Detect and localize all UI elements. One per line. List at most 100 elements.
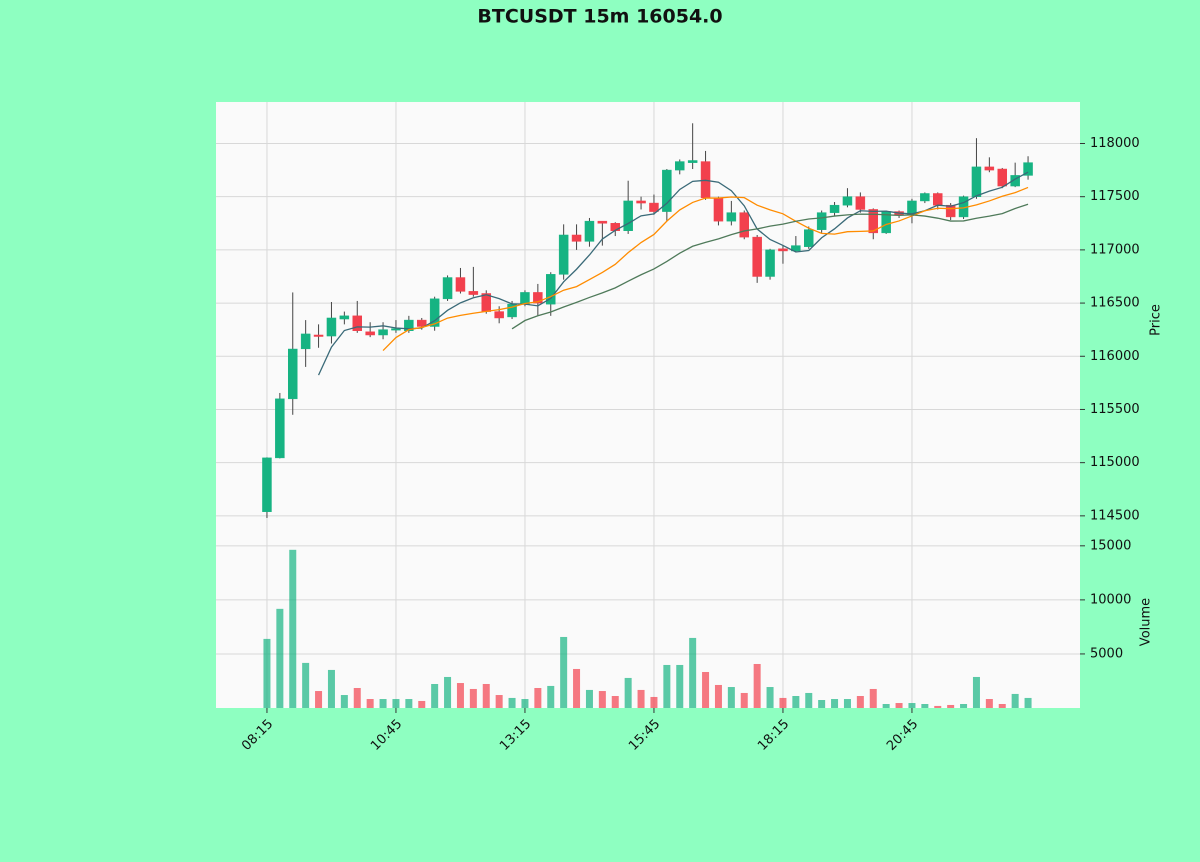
volume-bar <box>1024 697 1032 708</box>
volume-bar <box>482 683 490 708</box>
volume-bar <box>779 697 787 708</box>
volume-bar <box>805 692 813 708</box>
candle-body <box>1010 175 1020 187</box>
candle-body <box>739 212 750 238</box>
candle-body <box>597 220 608 224</box>
volume-bar <box>650 696 658 708</box>
volume-bar <box>624 677 632 708</box>
volume-bar <box>418 700 426 708</box>
candle-body <box>533 292 543 304</box>
candle-body <box>275 398 285 459</box>
y-tick-label: 5000 <box>1090 646 1123 661</box>
candle-body <box>971 166 982 197</box>
candle-body <box>584 220 595 242</box>
volume-axis-label: Volume <box>1139 598 1154 646</box>
y-tick-label: 118000 <box>1090 136 1140 151</box>
candle-body <box>778 248 788 252</box>
volume-bar <box>611 695 619 708</box>
volume-bar <box>895 703 903 708</box>
candle-body <box>339 315 350 320</box>
x-tick-label: 13:15 <box>497 717 534 754</box>
volume-bar <box>663 664 671 708</box>
candle-body <box>997 168 1008 187</box>
candle-body <box>558 234 569 275</box>
volume-bar <box>302 662 310 708</box>
candle-body <box>842 196 853 206</box>
volume-bar <box>1011 693 1019 708</box>
volume-bar <box>521 699 529 708</box>
x-tick-label: 20:45 <box>884 717 921 754</box>
candle-body <box>365 331 375 336</box>
candle-body <box>945 204 956 218</box>
volume-bar <box>327 669 335 708</box>
volume-bar <box>456 683 464 708</box>
volume-bar <box>818 699 826 708</box>
candle-body <box>455 277 466 292</box>
volume-bar <box>289 549 297 708</box>
candle-body <box>262 457 272 512</box>
volume-bar <box>444 676 452 708</box>
volume-bar <box>469 688 477 708</box>
candle-body <box>326 317 337 337</box>
x-tick-label: 10:45 <box>368 717 405 754</box>
candle-body <box>288 348 298 400</box>
volume-bar <box>985 699 993 708</box>
candle-body <box>417 319 427 327</box>
candle-body <box>352 315 363 331</box>
candle-body <box>378 329 388 336</box>
candle-body <box>520 292 530 305</box>
candle-body <box>404 319 414 331</box>
volume-bar <box>869 688 877 708</box>
volume-bar <box>831 699 839 708</box>
volume-bar <box>340 695 348 708</box>
volume-bar <box>366 699 374 708</box>
candle-body <box>984 166 995 171</box>
volume-bar <box>972 676 980 708</box>
volume-bar <box>714 684 722 708</box>
volume-bar <box>315 691 323 708</box>
moving-average-line <box>382 186 1029 351</box>
volume-bar <box>689 637 697 708</box>
chart-title: BTCUSDT 15m 16054.0 <box>477 6 722 28</box>
volume-bar <box>431 683 439 708</box>
x-tick-label: 15:45 <box>626 717 663 754</box>
candle-body <box>1023 162 1033 176</box>
volume-bar <box>856 695 864 708</box>
volume-bar <box>998 703 1006 708</box>
candle-body <box>933 193 943 206</box>
candle-body <box>713 197 724 222</box>
candle-body <box>765 249 775 277</box>
volume-bar <box>598 691 606 708</box>
volume-bar <box>702 671 710 708</box>
volume-bar <box>792 695 800 708</box>
candle-body <box>816 212 827 230</box>
candle-body <box>429 298 440 327</box>
volume-bar <box>534 687 542 708</box>
volume-bar <box>921 703 929 708</box>
y-tick-label: 117500 <box>1090 189 1140 204</box>
y-tick-label: 116000 <box>1090 349 1140 364</box>
volume-bar <box>740 692 748 708</box>
x-tick-label: 18:15 <box>755 717 792 754</box>
candle-body <box>623 200 633 231</box>
volume-bar <box>676 664 684 708</box>
y-tick-label: 114500 <box>1090 508 1140 523</box>
candle-body <box>571 234 582 242</box>
volume-bar <box>766 687 774 708</box>
price-axis-label: Price <box>1149 304 1164 336</box>
volume-bar <box>960 703 968 708</box>
volume-bar <box>573 668 581 708</box>
volume-bar <box>353 687 361 708</box>
candle-body <box>675 161 685 171</box>
y-tick-label: 15000 <box>1090 538 1131 553</box>
candle-body <box>442 277 453 300</box>
candle-body <box>855 196 866 210</box>
volume-bar <box>843 699 851 708</box>
plot-area <box>216 102 1080 708</box>
y-tick-label: 116500 <box>1090 296 1140 311</box>
candle-body <box>829 204 840 213</box>
candle-body <box>687 160 698 163</box>
candle-body <box>494 311 504 319</box>
volume-bar <box>585 689 593 708</box>
